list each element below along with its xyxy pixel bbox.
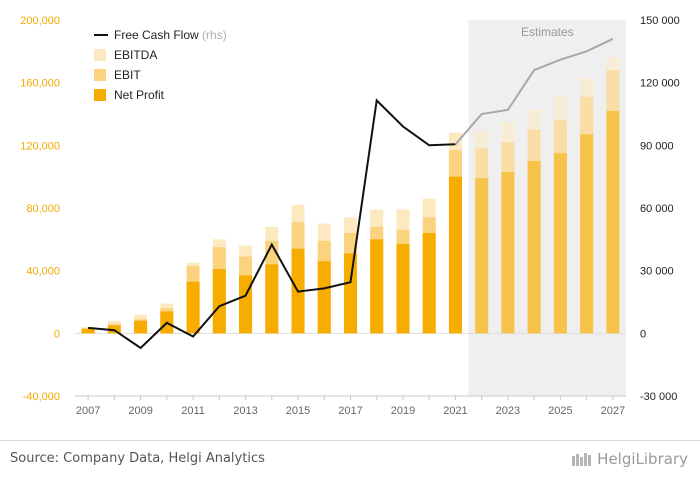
bar-net-profit-2023 bbox=[501, 171, 515, 334]
right-tick-label: 90 000 bbox=[640, 140, 674, 152]
bar-net-profit-2012 bbox=[212, 269, 226, 334]
footer: Source: Company Data, Helgi Analytics He… bbox=[0, 440, 700, 484]
right-tick-label: 120 000 bbox=[640, 78, 680, 90]
x-tick-label: 2011 bbox=[181, 405, 205, 417]
library-logo-icon bbox=[572, 453, 592, 466]
legend-label-rhs-suffix: (rhs) bbox=[202, 28, 227, 42]
left-tick-label: 0 bbox=[54, 328, 60, 340]
bar-net-profit-2021 bbox=[448, 176, 462, 334]
x-tick-label: 2007 bbox=[76, 405, 100, 417]
chart-area: Estimates -40,000 0 40,000 80,000 120,000 160,… bbox=[20, 15, 680, 417]
x-tick-label: 2023 bbox=[496, 405, 520, 417]
x-tick-label: 2013 bbox=[233, 405, 257, 417]
left-tick-label: 40,000 bbox=[26, 266, 60, 278]
chart-svg: Estimates -40,000 0 40,000 80,000 120,000 160,… bbox=[20, 15, 680, 417]
bar-net-profit-2017 bbox=[344, 253, 357, 334]
bar-net-profit-2022 bbox=[475, 178, 489, 334]
bar-net-profit-2027 bbox=[606, 110, 620, 334]
legend-label-free-cash-flow: Free Cash Flow (rhs) bbox=[114, 28, 227, 42]
estimates-region bbox=[468, 20, 626, 396]
estimates-label: Estimates bbox=[521, 25, 574, 39]
bar-net-profit-2016 bbox=[317, 261, 331, 334]
x-tick-label: 2017 bbox=[338, 405, 362, 417]
bar-net-profit-2024 bbox=[527, 161, 541, 334]
legend-swatch-net-profit bbox=[94, 89, 106, 101]
legend-label-ebitda: EBITDA bbox=[114, 48, 157, 62]
bar-net-profit-2026 bbox=[580, 134, 594, 334]
bar-net-profit-2018 bbox=[370, 239, 384, 334]
bar-net-profit-2019 bbox=[396, 244, 410, 334]
bar-net-profit-2007 bbox=[81, 328, 95, 334]
line-free-cash-flow-estimate bbox=[454, 37, 614, 145]
bar-net-profit-2009 bbox=[134, 320, 148, 334]
legend-swatch-ebit bbox=[94, 69, 106, 81]
right-tick-label: 150 000 bbox=[640, 15, 680, 27]
bar-net-profit-2014 bbox=[265, 264, 279, 334]
x-tick-label: 2009 bbox=[128, 405, 152, 417]
legend-swatch-ebitda bbox=[94, 49, 106, 61]
right-tick-label: 0 bbox=[640, 328, 646, 340]
line-free-cash-flow-actual bbox=[88, 98, 456, 350]
right-tick-label: -30 000 bbox=[640, 391, 677, 403]
bar-net-profit-2020 bbox=[422, 233, 436, 334]
x-tick-label: 2021 bbox=[443, 405, 467, 417]
left-tick-label: -40,000 bbox=[23, 391, 60, 403]
brand-name: HelgiLibrary bbox=[597, 450, 688, 468]
left-tick-label: 160,000 bbox=[20, 78, 60, 90]
legend-label-ebit: EBIT bbox=[114, 68, 141, 82]
x-tick-label: 2015 bbox=[286, 405, 310, 417]
x-tick-label: 2027 bbox=[601, 405, 625, 417]
legend-label-net-profit: Net Profit bbox=[114, 88, 165, 102]
bar-net-profit-2011 bbox=[186, 281, 200, 334]
left-tick-label: 200,000 bbox=[20, 15, 60, 27]
left-tick-label: 80,000 bbox=[26, 203, 60, 215]
x-tick-label: 2025 bbox=[548, 405, 572, 417]
bar-net-profit-2013 bbox=[239, 275, 253, 334]
brand-logo: HelgiLibrary bbox=[571, 450, 688, 468]
right-tick-label: 60 000 bbox=[640, 203, 674, 215]
right-tick-label: 30 000 bbox=[640, 266, 674, 278]
left-tick-label: 120,000 bbox=[20, 140, 60, 152]
x-tick-label: 2019 bbox=[391, 405, 415, 417]
bar-net-profit-2025 bbox=[553, 153, 567, 334]
source-note: Source: Company Data, Helgi Analytics bbox=[10, 451, 265, 466]
